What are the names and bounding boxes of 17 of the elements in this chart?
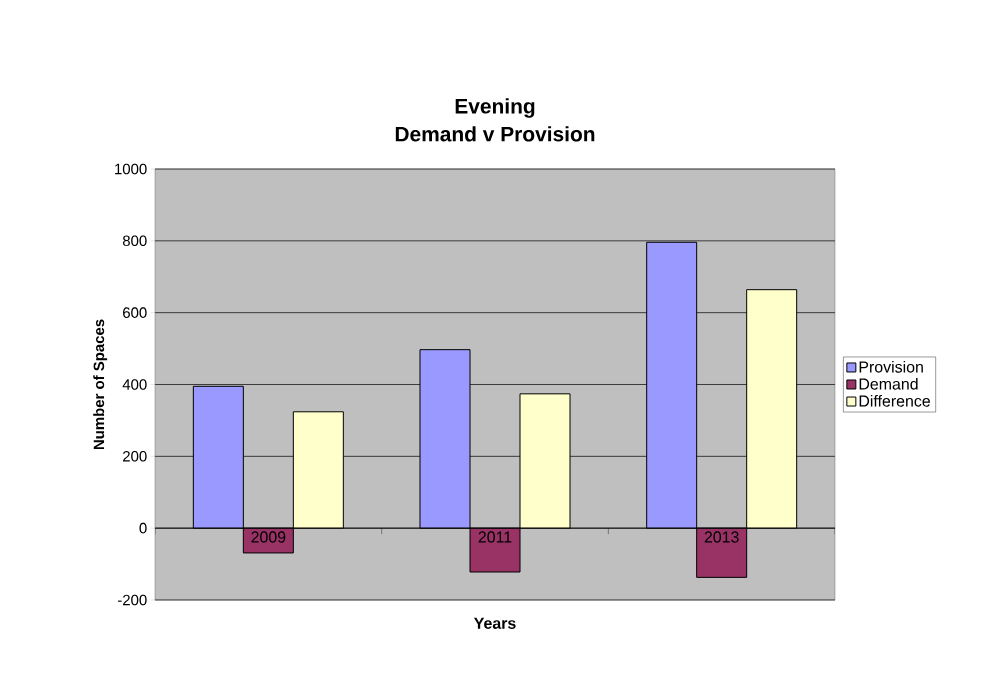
legend-label: Demand	[859, 377, 918, 390]
y-tick-label: 0	[139, 522, 147, 534]
y-tick-label: 600	[123, 307, 147, 318]
y-axis-title: Number of Spaces	[93, 319, 108, 450]
legend-label: Provision	[859, 360, 923, 373]
chart-title: Evening	[455, 98, 535, 118]
chart-subtitle: Demand v Provision	[395, 126, 595, 142]
y-tick-label: 1000	[115, 163, 147, 175]
y-tick-label: 400	[122, 379, 147, 390]
y-tick-label: 200	[123, 451, 147, 462]
x-axis-title: Years	[474, 617, 516, 629]
y-tick-label: 800	[122, 235, 147, 247]
x-tick-label: 2011	[478, 531, 512, 543]
x-tick-label: 2009	[251, 531, 286, 543]
legend-label: Difference	[859, 395, 930, 407]
y-tick-label: -200	[117, 594, 147, 606]
x-tick-label: 2013	[704, 531, 739, 543]
